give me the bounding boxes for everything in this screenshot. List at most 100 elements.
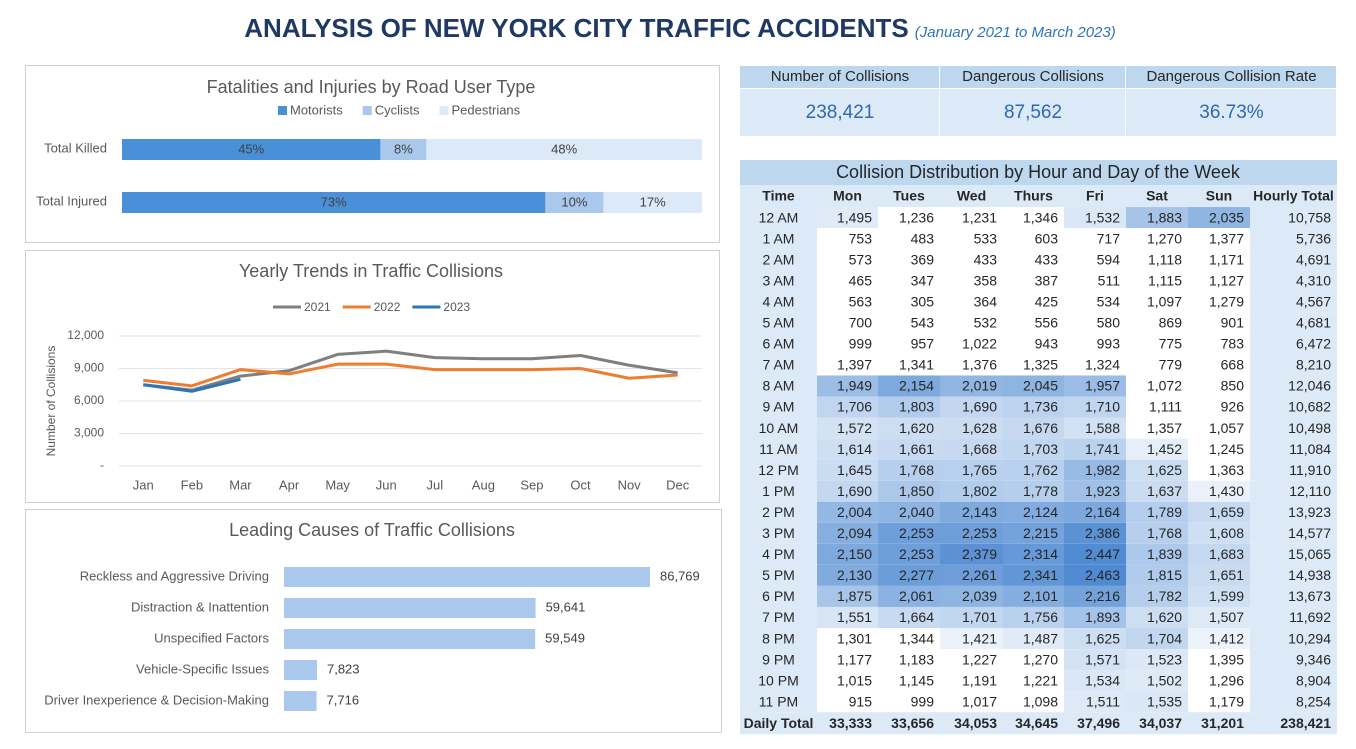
table-cell: 12,046 [1288, 378, 1331, 394]
cell-bg [1064, 607, 1126, 628]
table-cell: 347 [911, 272, 935, 288]
table-cell: 1,802 [962, 483, 997, 499]
table-cell: 1,376 [962, 357, 997, 373]
cell-bg [740, 417, 817, 439]
cell-bg [940, 333, 1003, 355]
cell-bg [817, 691, 878, 713]
table-cell: 1,875 [837, 588, 872, 604]
table-cell: 2,101 [1023, 588, 1058, 604]
table-cell: 779 [1159, 357, 1183, 373]
table-cell: 1,599 [1209, 588, 1244, 604]
cell-bg [1126, 438, 1188, 460]
table-cell: 1,572 [837, 420, 872, 436]
table-cell: 1,883 [1147, 209, 1182, 225]
chart-title: Fatalities and Injuries by Road User Typ… [207, 77, 536, 97]
table-title-bg [740, 160, 1337, 185]
category-label: Reckless and Aggressive Driving [80, 568, 269, 583]
cell-bg [1064, 438, 1126, 460]
table-cell: 1,664 [899, 609, 934, 625]
cell-bg [940, 564, 1003, 586]
bar [284, 629, 536, 649]
bar [284, 567, 650, 587]
table-cell: 1,957 [1085, 378, 1120, 394]
cell-bg [1064, 417, 1126, 439]
cell-bg [1250, 438, 1337, 460]
table-cell: 11 AM [759, 441, 798, 457]
table-cell: 1,502 [1147, 672, 1182, 688]
cell-bg [740, 607, 817, 628]
table-cell: 775 [1159, 336, 1183, 352]
table-cell: 850 [1221, 378, 1245, 394]
cell-bg [1188, 480, 1250, 502]
table-cell: 926 [1221, 399, 1245, 415]
table-cell: 15,065 [1288, 546, 1331, 562]
table-cell: 1,690 [962, 399, 997, 415]
cell-bg [1250, 375, 1337, 397]
column-header: Hourly Total [1253, 188, 1334, 204]
cell-bg [940, 480, 1003, 502]
table-cell: 1,762 [1023, 462, 1058, 478]
cell-bg [1250, 417, 1337, 439]
cell-bg [1003, 501, 1064, 523]
table-cell: 6,472 [1296, 336, 1331, 352]
cell-bg [878, 207, 940, 229]
column-header: Sun [1206, 188, 1232, 204]
table-cell: 993 [1097, 336, 1121, 352]
table-cell: 869 [1159, 315, 1183, 331]
kpi-label: Dangerous Collision Rate [1146, 68, 1316, 85]
cell-bg [1064, 333, 1126, 355]
table-cell: 1,701 [962, 609, 997, 625]
table-cell: 1,145 [899, 672, 934, 688]
cell-bg [1064, 459, 1126, 481]
cell-bg [1064, 649, 1126, 671]
data-label: 7,823 [327, 661, 360, 676]
cell-bg [1250, 670, 1337, 692]
table-cell: 4,681 [1296, 315, 1331, 331]
cell-bg [740, 375, 817, 397]
cell-bg [878, 291, 940, 313]
cell-bg [817, 712, 878, 735]
table-cell: 2 AM [763, 251, 795, 267]
table-cell: 1,236 [899, 209, 934, 225]
table-cell: 1,741 [1085, 441, 1120, 457]
cell-bg [1188, 564, 1250, 586]
cell-bg [740, 585, 817, 607]
table-cell: 33,656 [891, 715, 934, 731]
y-tick-label: 6,000 [74, 393, 104, 407]
cell-bg [817, 480, 878, 502]
table-cell: 1,523 [1147, 651, 1182, 667]
cell-bg [940, 417, 1003, 439]
cell-bg [1250, 691, 1337, 713]
cell-bg [1126, 585, 1188, 607]
legend-swatch [362, 106, 372, 115]
cell-bg [878, 438, 940, 460]
x-tick-label: Jun [376, 477, 397, 492]
cell-bg [1064, 501, 1126, 523]
cell-bg [1126, 649, 1188, 671]
table-cell: 2,261 [962, 567, 997, 583]
table-cell: 1,625 [1085, 630, 1120, 646]
legend-label: Pedestrians [452, 102, 521, 117]
cell-bg [1003, 333, 1064, 355]
cell-bg [1126, 522, 1188, 544]
cell-bg [1250, 354, 1337, 376]
data-label: 59,641 [546, 599, 586, 614]
table-cell: 305 [911, 293, 935, 309]
cell-bg [1126, 354, 1188, 376]
table-cell: 2,253 [899, 525, 934, 541]
cell-bg [878, 375, 940, 397]
cell-bg [1064, 312, 1126, 334]
table-cell: 1,495 [837, 209, 872, 225]
panel [25, 65, 720, 243]
table-cell: 543 [911, 315, 935, 331]
table-cell: 10,682 [1288, 399, 1331, 415]
table-cell: 10,498 [1288, 420, 1331, 436]
column-header: Thurs [1014, 188, 1053, 204]
cell-bg [1064, 480, 1126, 502]
table-cell: 433 [1035, 251, 1059, 267]
cell-bg [1188, 396, 1250, 418]
table-cell: 1,789 [1147, 504, 1182, 520]
table-cell: 753 [849, 230, 873, 246]
data-label: 48% [551, 141, 577, 156]
cell-bg [1003, 459, 1064, 481]
